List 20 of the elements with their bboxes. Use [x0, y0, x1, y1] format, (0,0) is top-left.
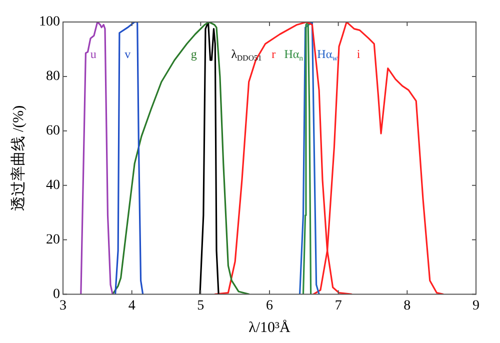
y-tick-label: 0	[53, 286, 60, 302]
series-label: g	[190, 46, 197, 61]
x-tick-label: 6	[266, 298, 273, 314]
y-tick-label: 40	[46, 178, 60, 193]
x-tick-label: 4	[128, 298, 136, 314]
series-label: v	[124, 46, 131, 61]
x-tick-label: 5	[197, 298, 204, 314]
x-tick-label: 9	[472, 298, 480, 314]
x-tick-label: 3	[60, 298, 66, 314]
y-tick-label: 20	[46, 232, 60, 248]
x-tick-label: 7	[334, 298, 342, 314]
series-label: i	[356, 46, 361, 61]
series-label: r	[272, 46, 276, 61]
y-tick-label: 100	[39, 14, 60, 30]
y-tick-label: 80	[46, 69, 60, 84]
series-label: u	[90, 46, 96, 61]
x-tick-label: 8	[404, 298, 411, 314]
x-axis-title: λ/10³Å	[248, 319, 291, 336]
y-tick-label: 60	[46, 124, 60, 139]
y-axis-title: 透过率曲线 /(%)	[10, 105, 27, 211]
